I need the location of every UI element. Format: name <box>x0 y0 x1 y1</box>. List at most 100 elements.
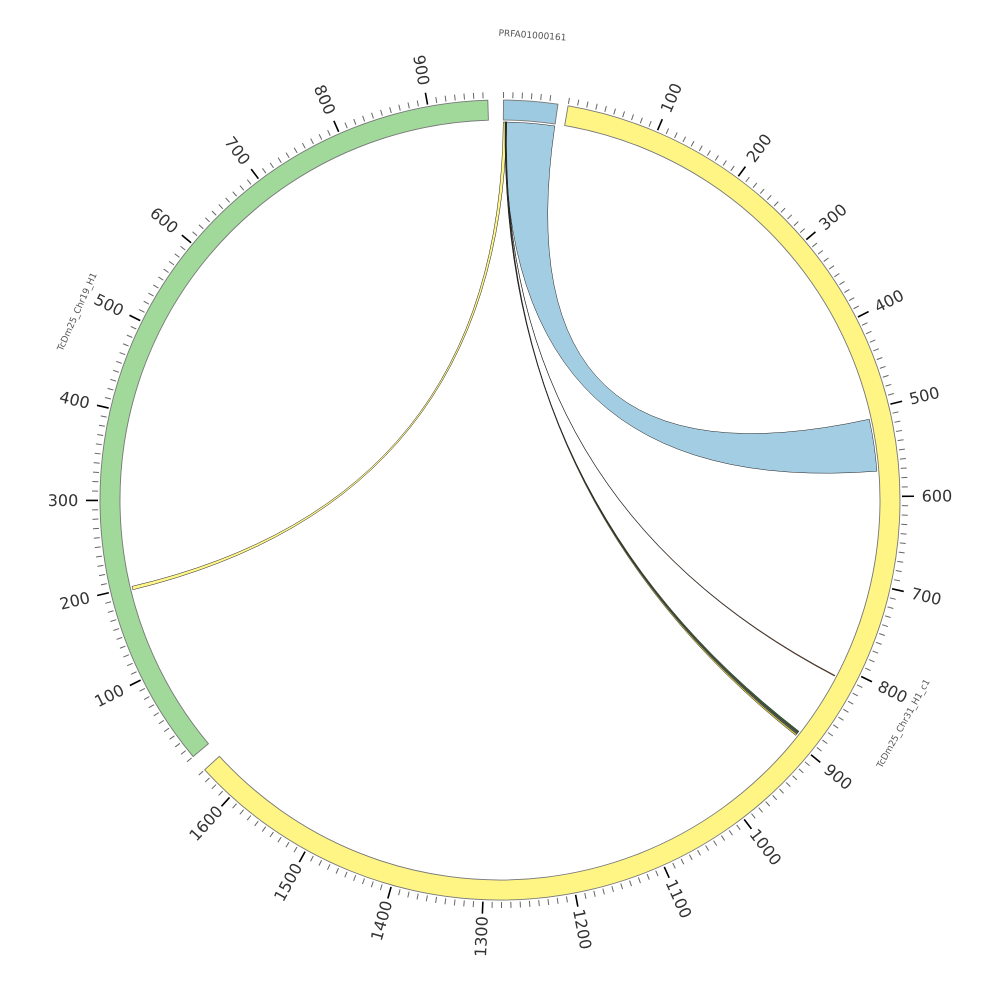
major-tick <box>298 851 306 863</box>
minor-tick <box>852 692 859 697</box>
minor-tick <box>722 160 727 166</box>
minor-tick <box>595 103 598 110</box>
major-tick <box>737 166 747 177</box>
minor-tick <box>816 747 822 752</box>
minor-tick <box>882 374 889 378</box>
minor-tick <box>898 551 905 554</box>
minor-tick <box>97 434 104 436</box>
minor-tick <box>327 129 331 136</box>
minor-tick <box>900 533 907 535</box>
minor-tick <box>362 115 366 122</box>
tick-label: 1100 <box>662 876 696 921</box>
minor-tick <box>752 182 758 188</box>
tick-label: 800 <box>875 677 911 707</box>
tick-label: 400 <box>58 387 92 412</box>
minor-tick <box>864 667 871 672</box>
minor-tick <box>823 257 829 262</box>
minor-tick <box>894 420 901 423</box>
minor-tick <box>879 633 886 636</box>
minor-tick <box>895 570 902 573</box>
minor-tick <box>143 300 150 305</box>
minor-tick <box>828 265 835 270</box>
segment-label: PRFA01000161 <box>498 29 567 44</box>
minor-tick <box>130 326 137 330</box>
minor-tick <box>198 770 204 776</box>
minor-tick <box>885 383 892 387</box>
minor-tick <box>751 813 756 819</box>
minor-tick <box>879 365 886 369</box>
major-tick <box>387 886 392 899</box>
segment-TcDm25_Chr31_H1_c1[interactable] <box>204 105 901 901</box>
minor-tick <box>218 204 224 210</box>
minor-tick <box>665 128 670 135</box>
major-tick <box>860 675 873 683</box>
minor-tick <box>868 659 875 663</box>
minor-tick <box>277 836 282 843</box>
minor-tick <box>779 788 784 794</box>
minor-tick <box>869 339 876 343</box>
minor-tick <box>463 93 465 100</box>
minor-tick <box>672 862 676 869</box>
minor-tick <box>186 757 192 763</box>
minor-tick <box>138 309 145 313</box>
minor-tick <box>680 858 685 865</box>
minor-tick <box>648 120 652 127</box>
minor-tick <box>116 360 123 364</box>
minor-tick <box>839 281 845 286</box>
minor-tick <box>584 892 587 899</box>
link-PRFA01000161-to-TcDm25_Chr31_H1_c1[interactable] <box>505 121 798 736</box>
segment-TcDm25_Chr19_H1[interactable] <box>99 99 489 758</box>
tick-label: 400 <box>871 286 907 317</box>
tick-label: 900 <box>409 53 433 86</box>
minor-tick <box>158 720 165 725</box>
minor-tick <box>577 99 580 106</box>
link-PRFA01000161-to-TcDm25_Chr31_H1_c1[interactable] <box>505 121 836 677</box>
minor-tick <box>798 768 804 774</box>
minor-tick <box>123 654 130 658</box>
minor-tick <box>126 334 133 338</box>
minor-tick <box>832 724 839 729</box>
minor-tick <box>239 185 245 191</box>
minor-tick <box>192 231 198 237</box>
minor-tick <box>130 671 137 675</box>
minor-tick <box>380 109 383 116</box>
minor-tick <box>104 397 112 400</box>
minor-tick <box>126 662 133 667</box>
tick-label: 1400 <box>367 898 396 942</box>
minor-tick <box>875 641 882 645</box>
minor-tick <box>899 458 906 460</box>
minor-tick <box>261 826 267 832</box>
minor-tick <box>407 102 410 109</box>
major-tick <box>810 754 821 763</box>
tick-label: 200 <box>58 588 92 614</box>
major-tick <box>891 588 904 593</box>
minor-tick <box>148 292 154 297</box>
major-tick <box>424 92 429 105</box>
segment-PRFA01000161[interactable] <box>502 99 559 125</box>
minor-tick <box>872 650 879 654</box>
minor-tick <box>463 900 465 907</box>
minor-tick <box>95 555 103 558</box>
link-PRFA01000161-to-TcDm25_Chr31_H1_c1[interactable] <box>504 121 878 474</box>
tick-label: 1200 <box>569 907 595 951</box>
minor-tick <box>407 891 410 898</box>
minor-tick <box>706 150 711 156</box>
major-tick <box>129 314 141 322</box>
major-tick <box>574 894 579 907</box>
minor-tick <box>765 801 771 807</box>
major-tick <box>890 400 903 405</box>
minor-tick <box>119 352 126 356</box>
minor-tick <box>646 873 650 880</box>
minor-tick <box>361 878 365 885</box>
major-tick <box>129 679 141 687</box>
minor-tick <box>804 761 810 767</box>
minor-tick <box>112 369 120 373</box>
minor-tick <box>611 885 614 893</box>
minor-tick <box>898 448 905 451</box>
minor-tick <box>896 429 903 432</box>
major-tick <box>220 796 231 807</box>
minor-tick <box>116 636 123 640</box>
minor-tick <box>371 112 374 119</box>
link-PRFA01000161-to-TcDm25_Chr19_H1[interactable] <box>131 121 508 591</box>
